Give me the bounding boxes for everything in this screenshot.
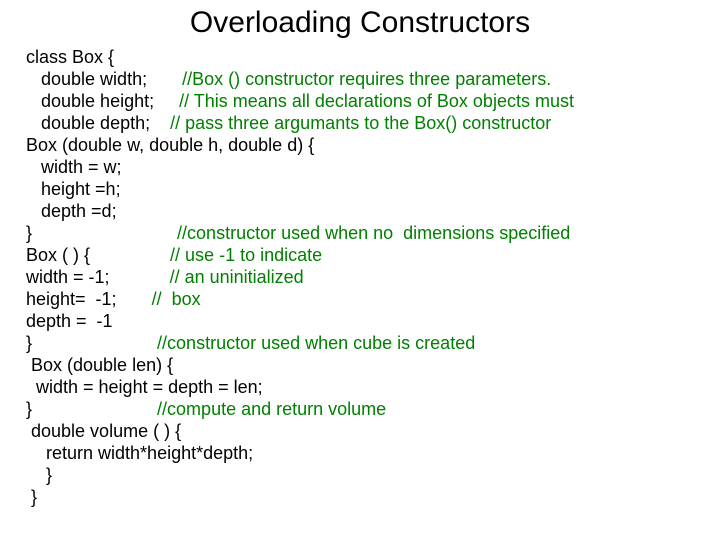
code-text: } (26, 465, 52, 485)
code-comment: //constructor used when no dimensions sp… (177, 223, 570, 243)
code-text: double width; (26, 69, 182, 89)
code-comment: // This means all declarations of Box ob… (179, 91, 574, 111)
code-line: double width; //Box () constructor requi… (26, 68, 700, 90)
code-line: } //compute and return volume (26, 398, 700, 420)
code-comment: //compute and return volume (157, 399, 386, 419)
code-text: double height; (26, 91, 179, 111)
code-block: class Box { double width; //Box () const… (26, 46, 700, 508)
code-comment: //Box () constructor requires three para… (182, 69, 551, 89)
code-line: double volume ( ) { (26, 420, 700, 442)
code-text: Box (double w, double h, double d) { (26, 135, 314, 155)
code-line: Box (double len) { (26, 354, 700, 376)
code-line: return width*height*depth; (26, 442, 700, 464)
code-text: class Box { (26, 47, 114, 67)
code-line: double height; // This means all declara… (26, 90, 700, 112)
code-text: width = -1; (26, 267, 170, 287)
code-line: depth =d; (26, 200, 700, 222)
code-line: width = w; (26, 156, 700, 178)
slide-title: Overloading Constructors (0, 6, 720, 40)
code-text: return width*height*depth; (26, 443, 253, 463)
code-text: double volume ( ) { (26, 421, 181, 441)
code-line: } //constructor used when cube is create… (26, 332, 700, 354)
code-text: } (26, 333, 157, 353)
code-text: depth =d; (26, 201, 117, 221)
code-line: height= -1; // box (26, 288, 700, 310)
code-line: depth = -1 (26, 310, 700, 332)
code-line: width = height = depth = len; (26, 376, 700, 398)
code-comment: // box (152, 289, 201, 309)
code-line: } //constructor used when no dimensions … (26, 222, 700, 244)
code-text: } (26, 487, 37, 507)
code-line: height =h; (26, 178, 700, 200)
code-text: } (26, 223, 177, 243)
code-text: width = height = depth = len; (26, 377, 263, 397)
code-comment: // use -1 to indicate (170, 245, 322, 265)
code-text: depth = -1 (26, 311, 113, 331)
code-text: Box ( ) { (26, 245, 170, 265)
code-line: width = -1; // an uninitialized (26, 266, 700, 288)
code-line: Box (double w, double h, double d) { (26, 134, 700, 156)
code-text: } (26, 399, 157, 419)
code-text: Box (double len) { (26, 355, 173, 375)
code-line: } (26, 464, 700, 486)
code-text: height= -1; (26, 289, 152, 309)
code-line: double depth; // pass three argumants to… (26, 112, 700, 134)
code-line: } (26, 486, 700, 508)
code-text: height =h; (26, 179, 121, 199)
code-comment: //constructor used when cube is created (157, 333, 475, 353)
code-text: double depth; (26, 113, 170, 133)
code-line: Box ( ) { // use -1 to indicate (26, 244, 700, 266)
code-text: width = w; (26, 157, 122, 177)
code-line: class Box { (26, 46, 700, 68)
code-comment: // an uninitialized (170, 267, 304, 287)
code-comment: // pass three argumants to the Box() con… (170, 113, 551, 133)
